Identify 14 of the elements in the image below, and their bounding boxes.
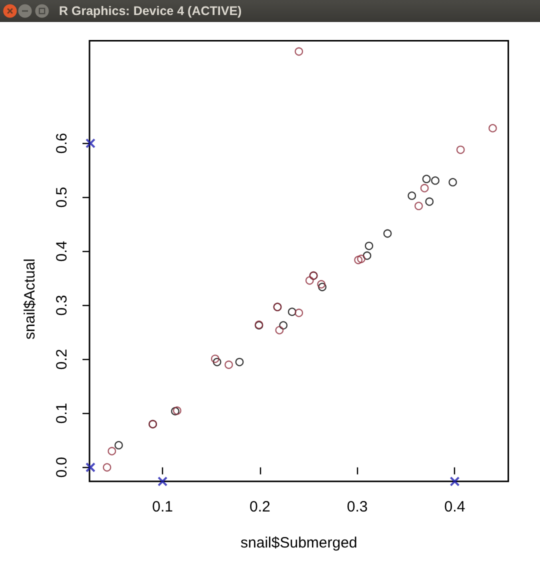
y-tick-label: 0.3	[54, 294, 70, 316]
y-tick-label: 0.0	[54, 456, 70, 478]
y-tick-label: 0.1	[54, 402, 70, 424]
y-tick-label: 0.4	[54, 240, 70, 262]
y-axis-title: snail$Actual	[21, 258, 38, 340]
x-tick-label: 0.4	[444, 498, 466, 516]
chart-title: R Graphics: Device 4 (ACTIVE)	[59, 4, 242, 18]
x-tick-label: 0.1	[152, 498, 173, 516]
x-tick-label: 0.2	[250, 498, 270, 516]
y-tick-label: 0.5	[54, 186, 70, 208]
x-axis-title: snail$Submerged	[240, 534, 358, 552]
y-tick-label: 0.6	[54, 132, 70, 154]
y-tick-label: 0.2	[54, 348, 70, 370]
x-tick-label: 0.3	[346, 498, 368, 516]
